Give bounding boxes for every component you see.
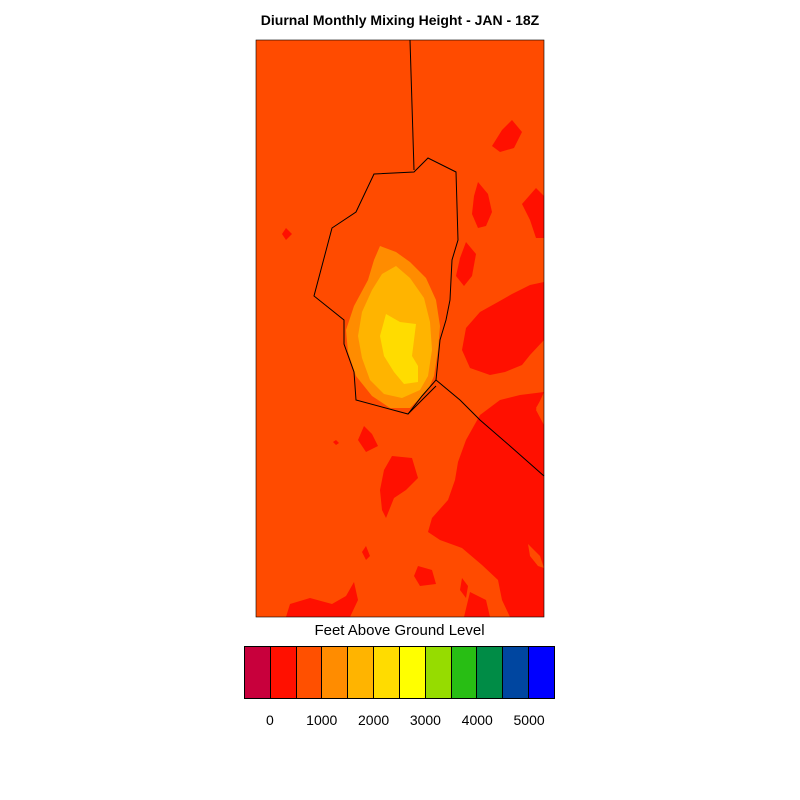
contour-region-east-edge-orange — [536, 394, 544, 422]
legend-swatch-1 — [270, 647, 297, 698]
contour-region-south-b — [380, 456, 418, 518]
contour-region-south-a — [358, 426, 378, 452]
county-boundary — [313, 157, 459, 415]
legend-swatch-3 — [322, 647, 349, 698]
contour-band-2500 — [380, 314, 418, 384]
contour-region-east-large — [462, 282, 544, 375]
legend-swatch-8 — [451, 647, 478, 698]
legend-tick-label: 2000 — [358, 712, 390, 728]
legend-swatch-2 — [296, 647, 323, 698]
legend-swatch-0 — [245, 647, 271, 698]
contour-region-southeast-large — [428, 392, 544, 617]
map-title: Diurnal Monthly Mixing Height - JAN - 18… — [260, 12, 540, 28]
color-legend-bar — [244, 646, 555, 699]
legend-swatch-5 — [374, 647, 400, 698]
map-frame — [255, 39, 545, 618]
contour-region-central-east — [456, 242, 476, 286]
contour-region-south-d — [460, 578, 468, 598]
contour-region-south-c — [414, 566, 436, 586]
contour-region-south-e — [464, 592, 490, 617]
legend-tick-label: 3000 — [409, 712, 441, 728]
legend-swatch-11 — [529, 647, 554, 698]
low-mixing-height-regions — [282, 120, 544, 617]
legend-title: Feet Above Ground Level — [314, 622, 485, 639]
legend-tick-label: 1000 — [306, 712, 338, 728]
contour-region-east-mid — [472, 182, 492, 228]
legend-tick-label: 4000 — [461, 712, 493, 728]
contour-region-east-upper — [522, 188, 544, 238]
contour-region-south-g — [333, 440, 339, 445]
legend-swatch-6 — [399, 647, 426, 698]
south-connector-line — [407, 385, 437, 415]
legend-swatch-4 — [348, 647, 375, 698]
legend-swatch-7 — [425, 647, 452, 698]
legend-swatch-9 — [477, 647, 504, 698]
contour-region-south-f — [362, 546, 370, 560]
legend-tick-label: 0 — [266, 712, 274, 728]
contour-map — [255, 39, 545, 618]
legend-tick-label: 5000 — [513, 712, 545, 728]
contour-region-northeast-spot — [492, 120, 522, 152]
contour-region-southeast-orange — [528, 544, 544, 568]
contour-region-east-small — [484, 332, 498, 344]
contour-region-west-spot — [282, 228, 292, 240]
north-boundary-line — [409, 39, 415, 171]
boundary-lines — [313, 39, 545, 477]
contour-region-southwest — [286, 582, 358, 617]
diagonal-boundary-line — [435, 379, 545, 477]
legend-swatch-10 — [503, 647, 530, 698]
